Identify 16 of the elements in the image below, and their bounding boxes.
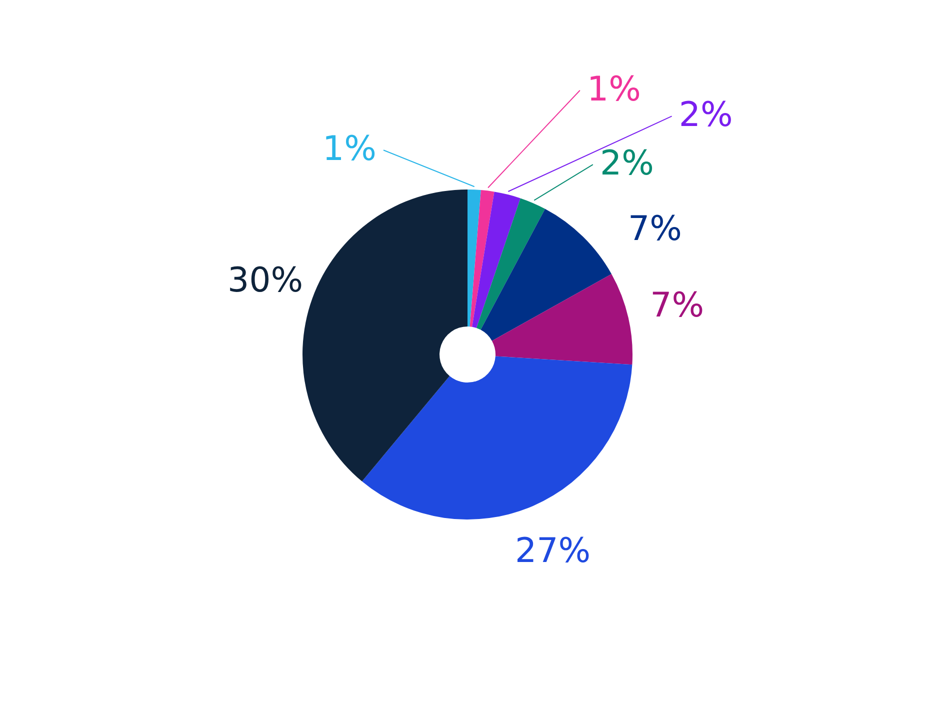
donut-slice <box>468 190 481 327</box>
data-label: 7% <box>628 209 682 250</box>
data-label: 27% <box>515 530 591 571</box>
data-label: 7% <box>650 286 704 326</box>
donut-slice <box>476 198 546 330</box>
donut-slice <box>302 190 468 482</box>
donut-slice <box>492 274 632 365</box>
data-label: 1% <box>322 129 376 170</box>
data-label: 30% <box>228 260 304 300</box>
donut-slice <box>472 192 520 328</box>
donut-slice <box>470 190 494 327</box>
donut-slice <box>480 208 612 341</box>
data-label: 1% <box>586 69 641 110</box>
data-label: 2% <box>600 144 654 184</box>
data-label: 2% <box>678 95 733 136</box>
donut-slice <box>362 356 632 520</box>
